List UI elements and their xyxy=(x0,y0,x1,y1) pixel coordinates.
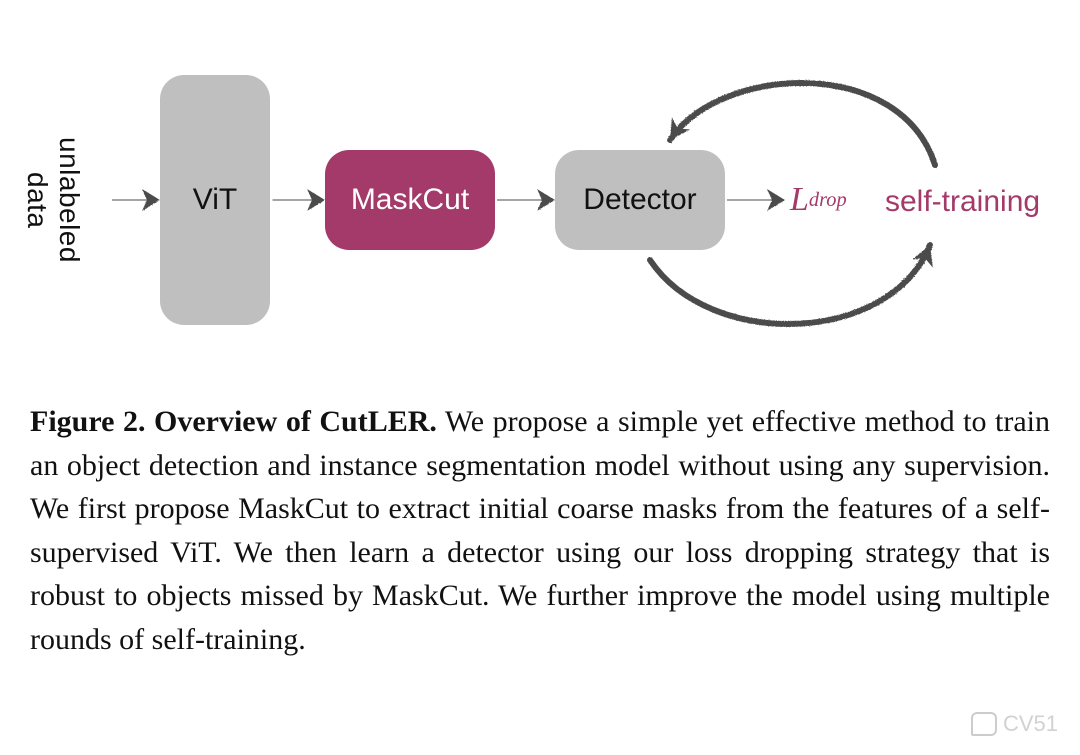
arrow-maskcut-to-detector xyxy=(500,189,555,211)
pipeline-diagram: unlabeled data ViT MaskCut Detector Ldro… xyxy=(30,35,1050,355)
figure-caption: Figure 2. Overview of CutLER. We propose… xyxy=(30,400,1050,661)
watermark: CV51 xyxy=(971,711,1058,737)
loop-arrow-bottom xyxy=(650,245,933,324)
watermark-text: CV51 xyxy=(1003,711,1058,737)
figure-root: unlabeled data ViT MaskCut Detector Ldro… xyxy=(0,0,1080,755)
arrow-detector-to-loss xyxy=(730,189,785,211)
arrow-input-to-vit xyxy=(115,189,160,211)
loop-arrow-top xyxy=(670,83,935,165)
caption-body: We propose a simple yet effective method… xyxy=(30,405,1050,656)
wechat-icon xyxy=(971,712,997,736)
caption-lead: Figure 2. Overview of CutLER. xyxy=(30,405,437,438)
arrow-vit-to-maskcut xyxy=(275,189,325,211)
arrows-layer xyxy=(30,35,1050,365)
